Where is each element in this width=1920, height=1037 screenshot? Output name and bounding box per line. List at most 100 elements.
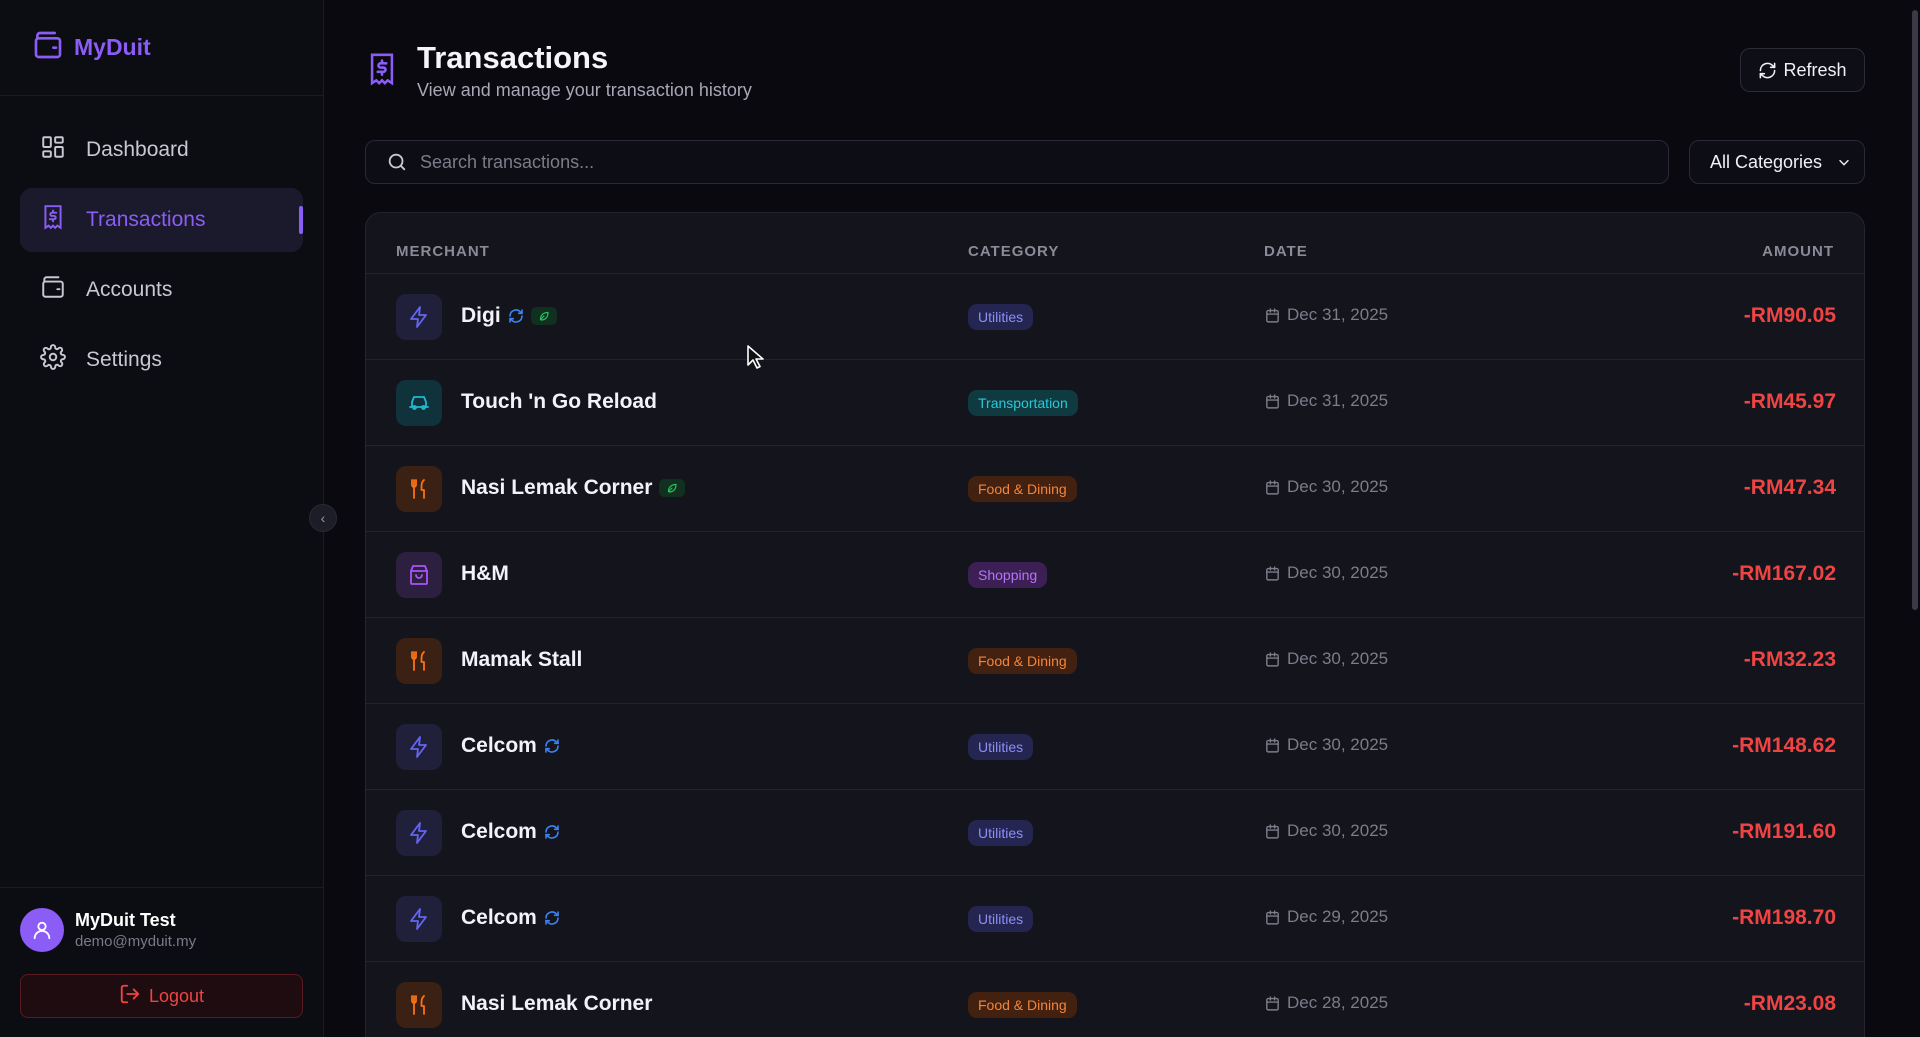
refresh-label: Refresh xyxy=(1783,59,1847,80)
sidebar-item-dashboard[interactable]: Dashboard xyxy=(20,118,303,182)
table-row[interactable]: Celcom Utilities Dec 30, 2025 -RM191.60 xyxy=(366,789,1864,875)
merchant-cell: Celcom xyxy=(461,906,560,930)
date-text: Dec 31, 2025 xyxy=(1287,305,1389,324)
transactions-table: MERCHANT CATEGORY DATE AMOUNT Digi Utili… xyxy=(365,212,1865,1037)
date-text: Dec 30, 2025 xyxy=(1287,649,1389,668)
table-header: MERCHANT CATEGORY DATE AMOUNT xyxy=(366,213,1864,273)
car-icon xyxy=(396,380,442,426)
sidebar-item-label: Accounts xyxy=(86,278,173,301)
amount-cell: -RM90.05 xyxy=(1743,304,1836,327)
calendar-icon xyxy=(1266,393,1279,409)
merchant-name: Digi xyxy=(461,304,501,327)
sidebar-item-accounts[interactable]: Accounts xyxy=(20,258,303,322)
search-box[interactable] xyxy=(365,140,1669,184)
avatar xyxy=(20,908,64,952)
main-content: Transactions View and manage your transa… xyxy=(325,0,1920,1037)
date-cell: Dec 31, 2025 xyxy=(1264,391,1388,411)
calendar-icon xyxy=(1266,737,1279,753)
merchant-cell: H&M xyxy=(461,562,509,586)
receipt-dollar-icon xyxy=(40,204,86,236)
sidebar-nav: Dashboard Transactions Accounts Settings xyxy=(0,118,323,392)
sidebar-item-label: Transactions xyxy=(86,208,206,231)
chevron-down-icon xyxy=(1839,159,1849,166)
table-row[interactable]: Mamak Stall Food & Dining Dec 30, 2025 -… xyxy=(366,617,1864,703)
brand[interactable]: MyDuit xyxy=(0,0,323,96)
bolt-icon xyxy=(396,294,442,340)
mouse-cursor-icon xyxy=(747,345,764,369)
calendar-icon xyxy=(1266,479,1279,495)
bolt-icon xyxy=(396,724,442,770)
category-badge: Utilities xyxy=(968,304,1034,330)
calendar-icon xyxy=(1266,651,1279,667)
calendar-icon xyxy=(1266,823,1279,839)
sidebar-item-settings[interactable]: Settings xyxy=(20,328,303,392)
refresh-button[interactable]: Refresh xyxy=(1740,48,1865,92)
column-header-date[interactable]: DATE xyxy=(1264,243,1308,260)
page-subtitle: View and manage your transaction history xyxy=(417,80,752,100)
category-badge: Utilities xyxy=(968,734,1034,760)
date-cell: Dec 30, 2025 xyxy=(1264,477,1388,497)
calendar-icon xyxy=(1266,565,1279,581)
merchant-cell: Nasi Lemak Corner xyxy=(461,992,652,1016)
column-header-amount[interactable]: AMOUNT xyxy=(1762,243,1834,260)
collapse-sidebar-button[interactable]: ‹ xyxy=(309,504,337,532)
search-icon xyxy=(388,153,406,171)
wallet-icon xyxy=(40,274,86,306)
amount-cell: -RM32.23 xyxy=(1743,648,1836,671)
merchant-name: H&M xyxy=(461,562,509,585)
recurring-icon xyxy=(545,911,559,925)
date-cell: Dec 29, 2025 xyxy=(1264,907,1388,927)
column-header-category[interactable]: CATEGORY xyxy=(968,243,1060,260)
table-row[interactable]: Digi Utilities Dec 31, 2025 -RM90.05 xyxy=(366,273,1864,359)
logout-button[interactable]: Logout xyxy=(20,974,303,1018)
table-row[interactable]: Nasi Lemak Corner Food & Dining Dec 28, … xyxy=(366,961,1864,1037)
user-email: demo@myduit.my xyxy=(75,933,197,950)
refresh-icon xyxy=(1760,62,1776,78)
leaf-icon xyxy=(659,479,686,497)
logout-icon xyxy=(119,983,149,1010)
date-cell: Dec 30, 2025 xyxy=(1264,649,1388,669)
table-row[interactable]: Touch 'n Go Reload Transportation Dec 31… xyxy=(366,359,1864,445)
search-input[interactable] xyxy=(420,151,1620,173)
leaf-icon xyxy=(530,307,557,325)
user-info: MyDuit Test demo@myduit.my xyxy=(20,908,303,952)
merchant-name: Celcom xyxy=(461,906,537,929)
amount-cell: -RM198.70 xyxy=(1732,906,1836,929)
category-select[interactable]: All Categories xyxy=(1689,140,1865,184)
category-badge: Food & Dining xyxy=(968,476,1077,502)
category-badge: Transportation xyxy=(968,390,1078,416)
date-text: Dec 28, 2025 xyxy=(1287,993,1389,1012)
chevron-left-icon: ‹ xyxy=(320,510,326,526)
page-scrollbar[interactable] xyxy=(1912,10,1918,610)
category-badge: Shopping xyxy=(968,562,1048,588)
utensils-icon xyxy=(396,466,442,512)
recurring-icon xyxy=(508,309,523,323)
receipt-dollar-icon xyxy=(370,53,394,86)
category-badge: Food & Dining xyxy=(968,992,1077,1018)
shopping-bag-icon xyxy=(396,552,442,598)
date-text: Dec 30, 2025 xyxy=(1287,821,1389,840)
merchant-cell: Celcom xyxy=(461,734,560,758)
table-row[interactable]: Nasi Lemak Corner Food & Dining Dec 30, … xyxy=(366,445,1864,531)
user-panel: MyDuit Test demo@myduit.my Logout xyxy=(0,887,323,1037)
date-cell: Dec 31, 2025 xyxy=(1264,305,1388,325)
calendar-icon xyxy=(1266,909,1279,925)
merchant-cell: Mamak Stall xyxy=(461,648,582,672)
category-select-value: All Categories xyxy=(1710,151,1823,172)
column-header-merchant[interactable]: MERCHANT xyxy=(396,243,490,260)
date-cell: Dec 30, 2025 xyxy=(1264,821,1388,841)
merchant-cell: Nasi Lemak Corner xyxy=(461,476,686,500)
grid-icon xyxy=(40,134,86,166)
sidebar-item-label: Settings xyxy=(86,348,162,371)
table-row[interactable]: Celcom Utilities Dec 30, 2025 -RM148.62 xyxy=(366,703,1864,789)
sidebar: MyDuit Dashboard Transactions Accounts S… xyxy=(0,0,324,1037)
utensils-icon xyxy=(396,982,442,1028)
table-row[interactable]: H&M Shopping Dec 30, 2025 -RM167.02 xyxy=(366,531,1864,617)
merchant-cell: Touch 'n Go Reload xyxy=(461,390,657,414)
sidebar-item-label: Dashboard xyxy=(86,138,189,161)
date-cell: Dec 30, 2025 xyxy=(1264,735,1388,755)
sidebar-item-transactions[interactable]: Transactions xyxy=(20,188,303,252)
table-row[interactable]: Celcom Utilities Dec 29, 2025 -RM198.70 xyxy=(366,875,1864,961)
recurring-icon xyxy=(545,825,559,839)
date-text: Dec 30, 2025 xyxy=(1287,735,1389,754)
